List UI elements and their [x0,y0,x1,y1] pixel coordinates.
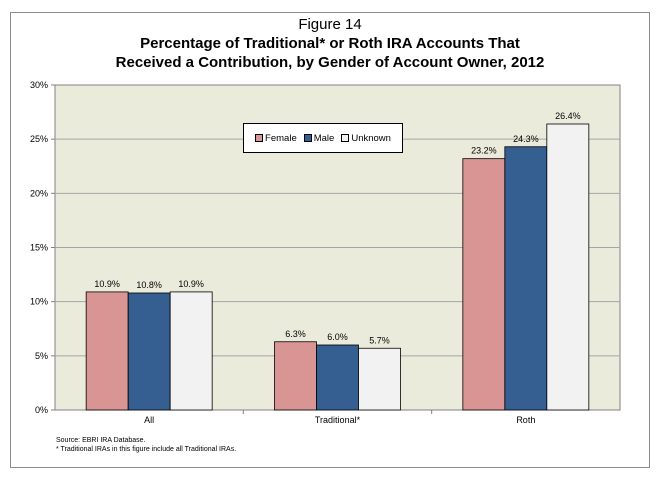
chart-title-line-2: Received a Contribution, by Gender of Ac… [115,54,545,71]
legend-swatch-male [303,134,312,142]
y-tick-label: 20% [30,188,48,198]
data-label-male-0: 10.8% [136,280,162,290]
legend-label-male: Male [313,132,335,144]
chart-legend: Female Male Unknown [243,123,403,153]
bar-male-1 [316,344,359,411]
data-label-unknown-0: 10.9% [178,279,204,289]
traditional-footnote: * Traditional IRAs in this figure includ… [56,446,237,453]
y-tick-label: 5% [35,351,48,361]
figure-label: Figure 14 [298,16,362,33]
legend-entry-male: Male [303,132,335,144]
data-label-unknown-2: 26.4% [555,111,581,121]
bar-unknown-1 [358,347,401,411]
bar-female-0 [85,291,129,411]
legend-swatch-unknown [341,134,350,142]
legend-entry-female: Female [255,133,297,144]
y-tick-label: 0% [35,405,48,415]
x-tick-label: All [144,415,154,425]
chart-title-line-1: Percentage of Traditional* or Roth IRA A… [140,35,520,52]
bar-female-2 [462,158,506,411]
x-tick-label: Roth [516,415,535,425]
source-note: Source: EBRI IRA Database. [56,437,146,444]
legend-swatch-female [255,134,264,142]
data-label-female-0: 10.9% [94,279,120,289]
data-label-female-2: 23.2% [471,146,497,156]
data-label-unknown-1: 5.7% [369,335,390,345]
data-label-male-2: 24.3% [513,134,539,144]
bar-male-2 [504,146,548,411]
legend-label-female: Female [265,132,297,144]
y-tick-label: 25% [30,134,48,144]
bar-male-0 [127,292,171,411]
data-label-female-1: 6.3% [285,329,306,339]
y-tick-label: 10% [30,297,48,307]
bar-female-1 [274,341,317,411]
legend-label-unknown: Unknown [351,132,391,144]
y-tick-label: 15% [30,243,48,253]
data-label-male-1: 6.0% [327,332,348,342]
y-tick-label: 30% [30,80,48,90]
bar-unknown-2 [546,123,590,411]
bar-unknown-0 [169,291,213,411]
x-tick-label: Traditional* [315,415,361,425]
legend-entry-unknown: Unknown [341,133,391,144]
